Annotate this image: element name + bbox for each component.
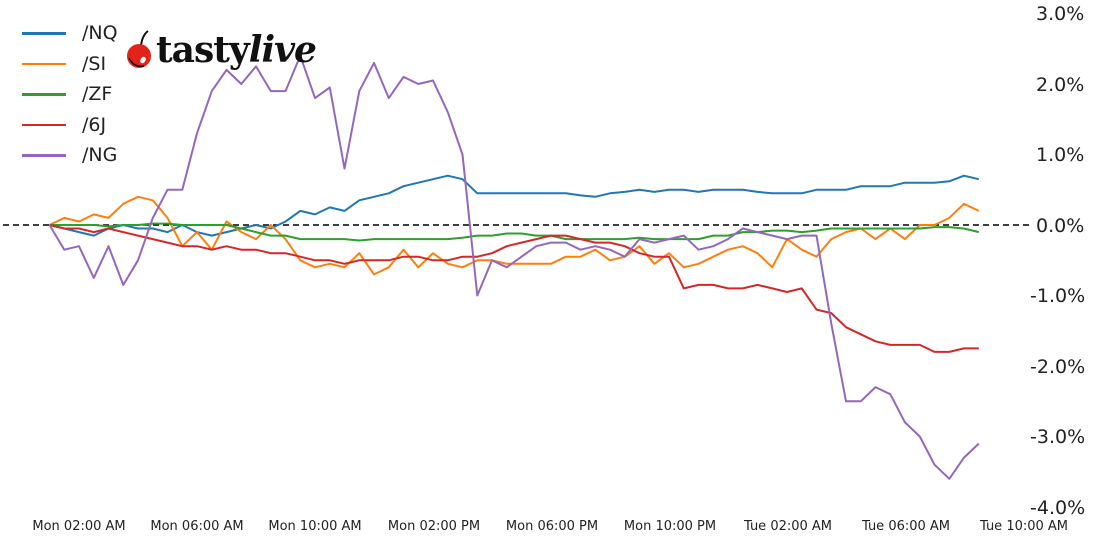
x-tick: Tue 10:00 AM: [979, 519, 1069, 534]
y-tick: -1.0%: [1030, 285, 1086, 307]
legend-item-nq: /NQ: [20, 18, 118, 49]
series-line-6j: [49, 224, 979, 353]
series-line-ng: [48, 54, 980, 480]
legend-label: /ZF: [82, 83, 113, 106]
x-tick: Mon 06:00 AM: [150, 519, 244, 534]
series-line-zf: [49, 222, 980, 242]
legend-label: /SI: [82, 52, 107, 75]
y-tick: 2.0%: [1036, 74, 1085, 96]
legend-label: /6J: [82, 113, 107, 136]
legend-item-6j: /6J: [20, 110, 118, 141]
x-tick: Mon 02:00 AM: [32, 519, 126, 534]
tastylive-logo: tastylive: [124, 28, 317, 72]
y-tick: -4.0%: [1030, 497, 1086, 519]
y-tick: -2.0%: [1030, 356, 1086, 378]
legend-swatch: [22, 123, 66, 126]
series-lines: [48, 54, 980, 480]
series-line-si: [49, 195, 980, 276]
legend-label: /NQ: [82, 22, 118, 45]
legend-swatch: [22, 93, 66, 96]
legend-swatch: [22, 154, 66, 157]
legend-item-zf: /ZF: [20, 79, 118, 110]
y-tick: -3.0%: [1030, 426, 1086, 448]
logo-text-live: live: [248, 29, 317, 71]
legend-swatch: [22, 62, 66, 65]
x-tick: Tue 06:00 AM: [861, 519, 951, 534]
y-tick: 1.0%: [1036, 144, 1085, 166]
logo-text: tastylive: [156, 29, 317, 71]
y-tick: 3.0%: [1036, 3, 1085, 25]
cherry-icon: [127, 30, 151, 68]
y-tick: 0.0%: [1036, 215, 1085, 237]
legend-swatch: [22, 32, 66, 35]
x-tick: Mon 10:00 PM: [623, 519, 717, 534]
legend-item-ng: /NG: [20, 140, 118, 171]
logo-text-tasty: tasty: [156, 29, 250, 71]
x-tick: Mon 02:00 PM: [387, 519, 481, 534]
legend-label: /NG: [82, 144, 118, 167]
legend: /NQ /SI /ZF /6J /NG: [20, 18, 118, 171]
x-tick: Mon 10:00 AM: [268, 519, 362, 534]
x-tick: Tue 02:00 AM: [743, 519, 833, 534]
series-line-nq: [49, 174, 980, 237]
x-tick: Mon 06:00 PM: [505, 519, 599, 534]
legend-item-si: /SI: [20, 49, 118, 80]
